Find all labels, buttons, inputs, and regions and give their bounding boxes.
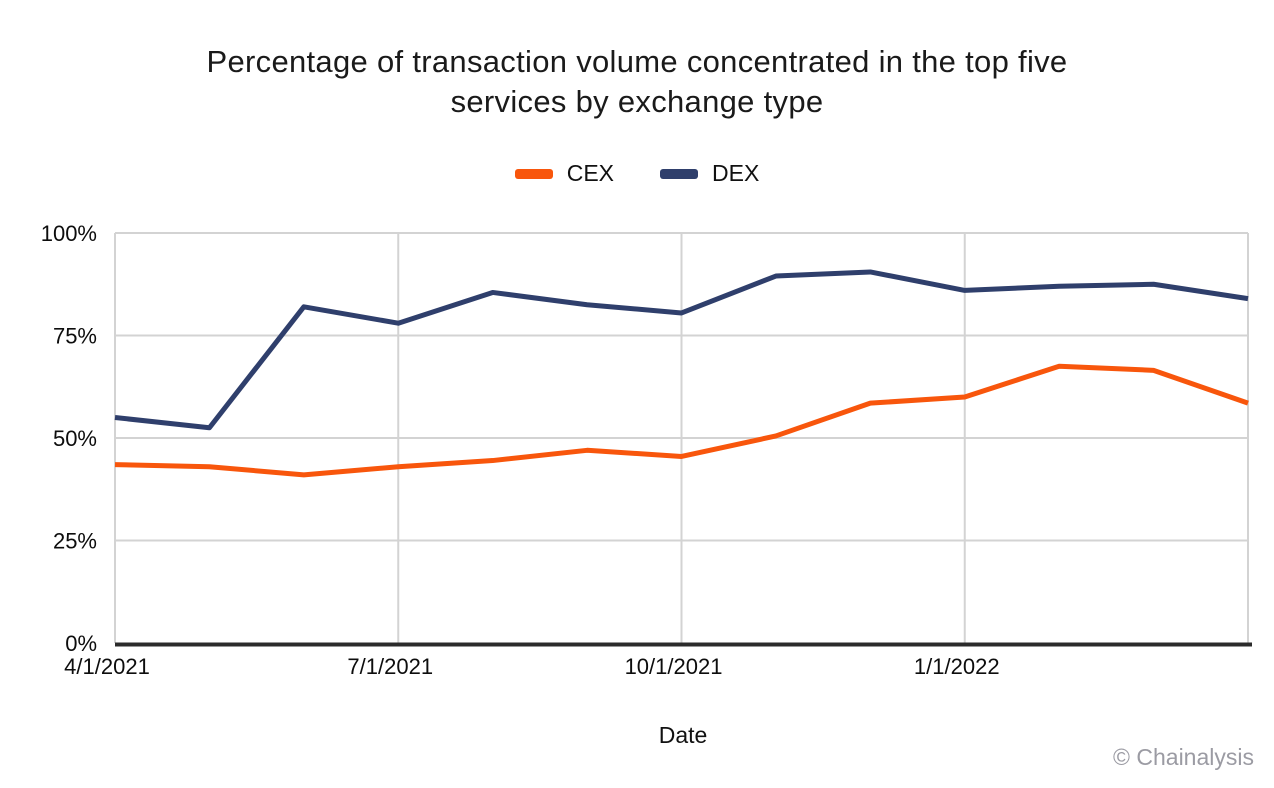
legend: CEX DEX — [0, 160, 1274, 187]
y-tick-label: 50% — [53, 426, 97, 451]
legend-item-dex: DEX — [660, 160, 759, 187]
y-tick-label: 0% — [65, 631, 97, 656]
legend-swatch-dex — [660, 168, 698, 179]
legend-item-cex: CEX — [514, 160, 614, 187]
x-axis-title: Date — [658, 722, 708, 748]
chart-title-line2: services by exchange type — [450, 84, 824, 119]
series-line-cex — [114, 363, 1249, 478]
x-tick-label: 1/1/2022 — [914, 654, 1000, 679]
x-tick-label: 7/1/2021 — [347, 654, 433, 679]
chart-title: Percentage of transaction volume concent… — [0, 42, 1274, 122]
x-tick-label: 4/1/2021 — [64, 654, 150, 679]
legend-label-dex: DEX — [712, 160, 760, 186]
chart-title-line1: Percentage of transaction volume concent… — [206, 44, 1068, 79]
series-line-dex — [114, 269, 1249, 431]
legend-swatch-cex — [514, 168, 553, 179]
y-tick-label: 25% — [53, 529, 97, 554]
watermark-chainalysis: © Chainalysis — [1113, 744, 1254, 770]
legend-label-cex: CEX — [566, 160, 614, 186]
y-tick-label: 75% — [53, 324, 97, 349]
x-tick-label: 10/1/2021 — [625, 654, 723, 679]
y-tick-label: 100% — [41, 221, 97, 246]
